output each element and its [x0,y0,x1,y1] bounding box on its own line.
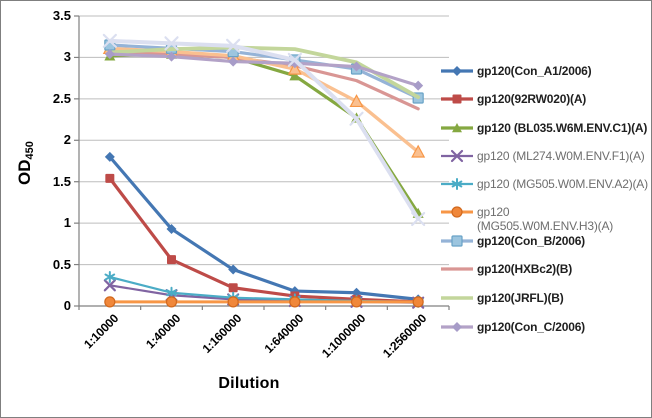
legend-label: gp120(92RW020)(A) [477,92,587,106]
legend-item-con-c: gp120(Con_C/2006) [440,320,585,334]
legend-item-mg505-h3: gp120 (MG505.W0M.ENV.H3)(A) [440,205,613,233]
y-tick-label: 0 [63,298,71,313]
series-92rw020 [105,173,423,307]
series-con-c [104,49,424,91]
legend-key-asterisk-marker [441,178,473,190]
legend-item-mg505-a2: gp120 (MG505.W0M.ENV.A2)(A) [440,177,648,191]
legend-label: gp120(Con_B/2006) [477,234,585,248]
legend-label: gp120 (MG505.W0M.ENV.H3)(A) [477,205,614,233]
x-axis-title: Dilution [218,375,280,392]
legend-label: gp120(JRFL)(B) [477,291,564,305]
series-unlabeled-peach-triangle [102,41,426,158]
y-tick-label: 0.5 [52,256,71,272]
y-axis-title-main: OD [15,159,34,185]
legend-key-square-marker [441,94,473,104]
y-axis-title: OD450 [15,111,39,215]
legend-item-bl035: gp120 (BL035.W6M.ENV.C1)(A) [440,121,647,135]
y-tick-label: 3.5 [52,8,71,23]
legend-key-diamond-marker [441,66,473,76]
legend-key-circle-marker [441,206,473,218]
legend-key-x-marker [441,149,473,163]
legend-label: gp120(Con_C/2006) [477,320,585,334]
series-mg505-h3 [104,296,424,308]
legend-label: gp120 (MG505.W0M.ENV.A2)(A) [477,177,648,191]
series-unlabeled-pale-x [102,33,426,227]
series-hxbc2 [108,49,420,111]
legend-key-square-marker [441,235,473,247]
legend-label: gp120(Con_A1/2006) [477,64,592,78]
legend-key-none-line [441,296,473,300]
series-con-a1 [104,151,424,305]
legend-key-triangle-marker [441,123,473,133]
y-tick-label: 1 [63,215,71,231]
legend-label: gp120 (BL035.W6M.ENV.C1)(A) [477,121,648,135]
legend-label: gp120 (ML274.W0M.ENV.F1)(A) [477,149,645,163]
legend-item-con-b: gp120(Con_B/2006) [440,234,585,248]
legend-item-ml274: gp120 (ML274.W0M.ENV.F1)(A) [440,149,645,163]
legend-key-none-line [441,267,473,271]
y-tick-label: 2.5 [52,90,71,106]
legend-item-hxbc2: gp120(HXBc2)(B) [440,262,572,276]
y-axis-title-subscript: 450 [24,141,36,160]
y-tick-label: 2 [63,132,71,148]
legend-item-92rw020: gp120(92RW020)(A) [440,92,586,106]
legend-label: gp120(HXBc2)(B) [477,262,573,276]
y-tick-label: 1.5 [52,173,71,189]
legend-item-jrfl: gp120(JRFL)(B) [440,291,564,305]
legend-item-con-a1: gp120(Con_A1/2006) [440,64,592,78]
legend-key-diamond-marker [441,322,473,332]
y-tick-label: 3 [63,49,71,65]
